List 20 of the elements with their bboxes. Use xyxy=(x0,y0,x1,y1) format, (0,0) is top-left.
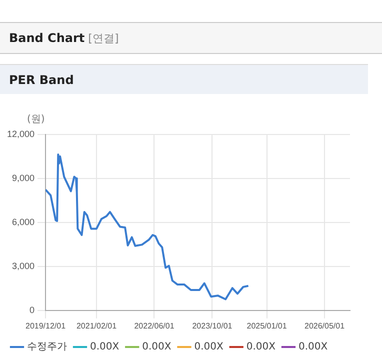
chart-subtitle: PER Band xyxy=(0,64,368,94)
y-tick-label: 0 xyxy=(30,304,35,315)
y-tick-label: 6,000 xyxy=(12,216,35,227)
chart-title: Band Chart [연결] xyxy=(0,22,382,54)
x-tick-label: 2021/02/01 xyxy=(76,321,118,330)
x-tick-label: 2022/06/01 xyxy=(134,321,175,330)
legend-label: 0.00X xyxy=(298,342,328,353)
x-tick-label: 2023/10/01 xyxy=(192,321,233,330)
legend-label: 수정주가 xyxy=(27,342,67,353)
x-tick-label: 2025/01/01 xyxy=(246,321,288,330)
y-axis-title: (원) xyxy=(27,113,45,126)
y-tick-label: 12,000 xyxy=(6,128,35,139)
legend-label: 0.00X xyxy=(246,342,276,353)
x-tick-label: 2026/05/01 xyxy=(304,321,346,330)
legend-label: 0.00X xyxy=(194,342,224,353)
y-tick-label: 9,000 xyxy=(12,172,35,183)
x-tick-label: 2019/12/01 xyxy=(26,321,66,330)
legend-label: 0.00X xyxy=(90,342,120,353)
legend-label: 0.00X xyxy=(142,342,172,353)
y-tick-label: 3,000 xyxy=(12,260,35,271)
